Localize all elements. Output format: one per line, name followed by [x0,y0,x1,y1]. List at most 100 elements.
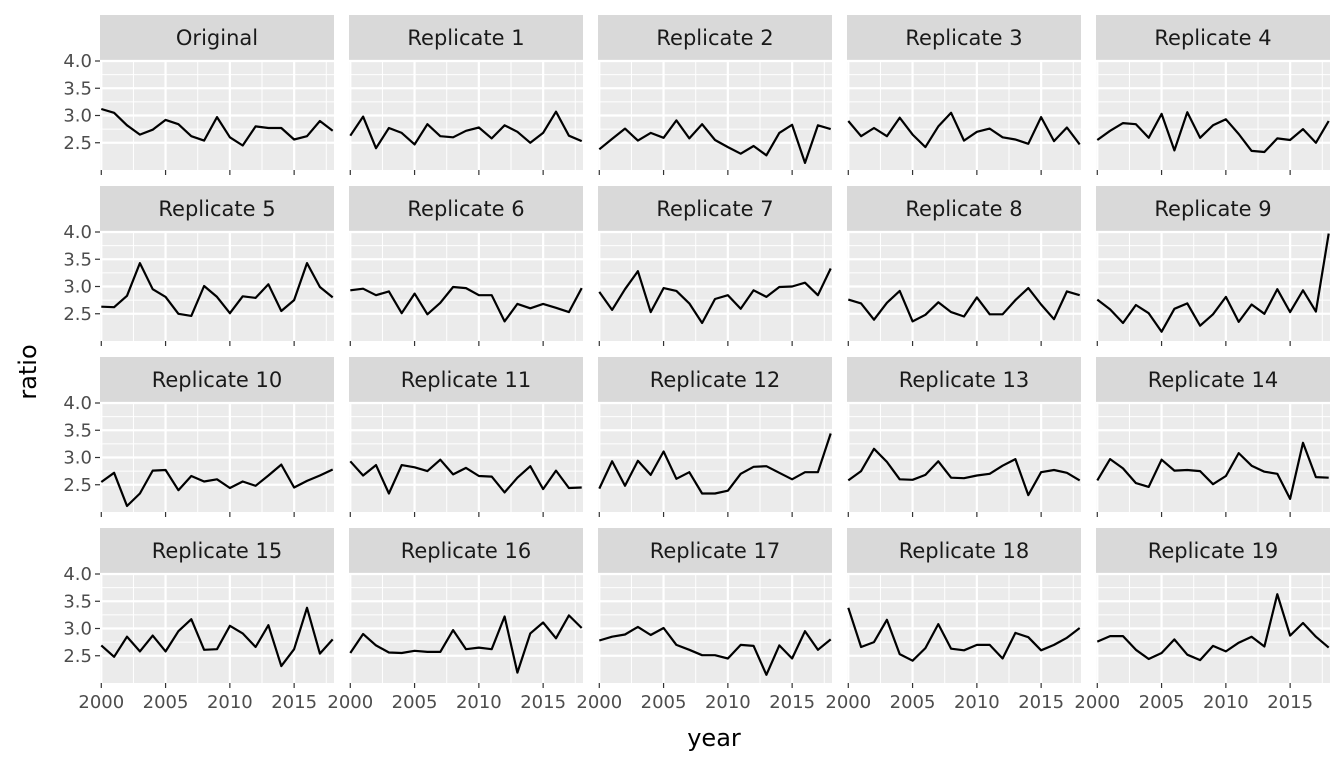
y-tick-label: 2.5 [63,475,92,496]
y-tick-label: 3.0 [63,619,92,640]
y-tick-label: 3.0 [63,106,92,127]
y-tick-label: 3.5 [63,591,92,612]
y-tick-label: 3.5 [63,420,92,441]
x-axis-title: year [687,724,741,752]
strip-background [349,15,583,61]
x-tick-label: 2005 [1139,692,1185,713]
strip-label: Replicate 19 [1148,539,1279,563]
y-tick-label: 3.0 [63,277,92,298]
strip-label: Replicate 1 [407,26,524,50]
strip-label: Original [176,26,258,50]
series-line [598,433,832,495]
panels-layer: Original Replicate 1 Replicate 2 Replicate … [100,15,1330,683]
series-line [100,463,334,508]
x-tick-label: 2010 [954,692,1000,713]
series-line [101,262,334,317]
strip-label: Replicate 17 [650,539,781,563]
strip-background [847,357,1081,403]
x-tick-label: 2000 [576,692,622,713]
x-tick-label: 2010 [207,692,253,713]
x-tick-label: 2005 [890,692,936,713]
strip-label: Replicate 5 [158,197,275,221]
facet-panel: Replicate 3 [847,15,1081,170]
x-tick-label: 2015 [520,692,566,713]
x-tick-label: 2015 [271,692,317,713]
series-line [100,606,334,668]
axes-layer: 2.5 3.0 3.5 4.0 2.5 3.0 3.5 4.0 2.5 3.0 3.5 4.0 2.5 3… [63,51,1313,713]
strip-background [1096,528,1330,574]
y-tick-label: 3.5 [63,249,92,270]
series-line [349,614,583,674]
strip-background [1096,15,1330,61]
y-tick-label: 4.0 [63,564,92,585]
x-tick-label: 2000 [825,692,871,713]
series-line [847,607,1081,662]
strip-background [847,15,1081,61]
strip-background [847,528,1081,574]
strip-label: Replicate 11 [401,368,532,392]
series-line [598,268,832,325]
facet-panel: Replicate 1 [349,15,583,170]
strip-label: Replicate 16 [401,539,532,563]
facet-panel: Replicate 19 [1096,528,1330,683]
x-tick-label: 2000 [78,692,124,713]
series-line [100,107,334,147]
strip-label: Replicate 7 [656,197,773,221]
series-line [847,111,1081,149]
y-axis-title: ratio [14,344,42,399]
facet-panel: Replicate 8 [847,186,1081,341]
x-tick-label: 2010 [705,692,751,713]
facet-panel: Replicate 9 [1096,186,1330,341]
y-tick-label: 4.0 [63,222,92,243]
strip-background [598,357,832,403]
facet-panel: Replicate 4 [1096,15,1330,170]
strip-background [598,186,832,232]
series-line [598,625,832,676]
y-tick-label: 3.0 [63,448,92,469]
series-line [350,285,583,323]
strip-background [100,15,334,61]
series-line [847,287,1081,323]
y-tick-label: 2.5 [63,304,92,325]
facet-panel: Replicate 12 [598,357,832,512]
y-tick-label: 4.0 [63,51,92,72]
facet-panel: Replicate 15 [100,528,334,683]
strip-label: Replicate 12 [650,368,781,392]
strip-label: Replicate 4 [1154,26,1271,50]
facet-panel: Replicate 10 [100,357,334,512]
x-tick-label: 2005 [392,692,438,713]
strip-background [349,186,583,232]
strip-label: Replicate 2 [656,26,773,50]
x-tick-label: 2005 [641,692,687,713]
strip-label: Replicate 13 [899,368,1030,392]
facet-panel: Original [100,15,334,170]
series-line [598,119,832,164]
facet-panel: Replicate 11 [349,357,583,512]
strip-label: Replicate 8 [905,197,1022,221]
strip-background [598,528,832,574]
facet-panel: Replicate 5 [100,186,334,341]
y-tick-label: 2.5 [63,133,92,154]
facet-panel: Replicate 7 [598,186,832,341]
strip-background [847,186,1081,232]
strip-background [598,15,832,61]
x-tick-label: 2010 [456,692,502,713]
series-line [847,447,1081,497]
strip-label: Replicate 14 [1148,368,1279,392]
strip-label: Replicate 9 [1154,197,1271,221]
series-line [1096,111,1330,154]
strip-background [100,186,334,232]
series-line [1096,593,1330,662]
series-line [349,458,582,495]
x-tick-label: 2005 [143,692,189,713]
strip-label: Replicate 3 [905,26,1022,50]
series-line [1096,441,1329,500]
y-tick-label: 2.5 [63,646,92,667]
y-tick-label: 4.0 [63,393,92,414]
x-tick-label: 2000 [327,692,373,713]
strip-background [100,528,334,574]
facet-panel: Replicate 6 [349,186,583,341]
facet-panel: Replicate 16 [349,528,583,683]
strip-label: Replicate 15 [152,539,283,563]
x-tick-label: 2015 [769,692,815,713]
